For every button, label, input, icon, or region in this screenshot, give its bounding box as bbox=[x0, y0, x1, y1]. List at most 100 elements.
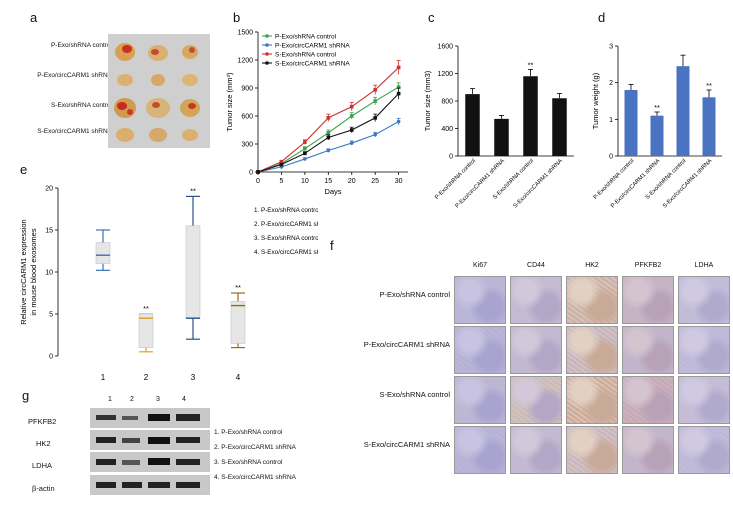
box bbox=[95, 242, 111, 264]
protein-label: PFKFB2 bbox=[28, 417, 57, 426]
ihc-image-tile bbox=[510, 376, 562, 424]
data-point bbox=[303, 140, 307, 144]
legend-label: P-Exo/shRNA control bbox=[275, 34, 337, 41]
ihc-image-tile bbox=[622, 326, 674, 374]
legend-marker bbox=[265, 61, 269, 65]
series-line bbox=[257, 86, 399, 173]
y-tick-label: 900 bbox=[241, 86, 253, 93]
y-tick-label: 300 bbox=[241, 142, 253, 149]
significance-label: ** bbox=[235, 283, 241, 292]
box bbox=[185, 225, 201, 319]
y-tick-label: 800 bbox=[441, 99, 453, 106]
y-tick-label: 0 bbox=[249, 170, 253, 177]
x-tick-label: 20 bbox=[348, 178, 356, 185]
lane-label: 3 bbox=[156, 396, 160, 403]
significance-label: ** bbox=[528, 60, 534, 69]
panel-c-letter: c bbox=[428, 10, 435, 25]
data-point bbox=[349, 141, 354, 145]
legend-marker bbox=[265, 43, 269, 47]
ihc-image-tile bbox=[566, 376, 618, 424]
tumor-row-label: P-Exo/circCARM1 shRNA bbox=[37, 72, 112, 79]
x-tick-label: 10 bbox=[301, 178, 309, 185]
ihc-row-label: S-Exo/shRNA control bbox=[379, 390, 450, 399]
bar bbox=[702, 97, 716, 156]
ihc-image-tile bbox=[566, 326, 618, 374]
y-axis-label: Tumor size (mm³) bbox=[225, 72, 234, 131]
significance-label: ** bbox=[190, 186, 196, 195]
data-point bbox=[396, 119, 401, 124]
blot-legend-item: 4. S-Exo/circCARM1 shRNA bbox=[214, 474, 296, 481]
y-tick-label: 0 bbox=[609, 154, 613, 161]
panel-a-letter: a bbox=[30, 10, 38, 25]
bar bbox=[523, 76, 538, 156]
ihc-image-tile bbox=[678, 326, 730, 374]
panel-e-letter: e bbox=[20, 162, 28, 177]
data-point bbox=[373, 116, 377, 120]
ihc-col-label: LDHA bbox=[694, 262, 714, 269]
y-tick-label: 0 bbox=[49, 354, 53, 361]
lane-label: 1 bbox=[108, 396, 112, 403]
ihc-row-label: P-Exo/circCARM1 shRNA bbox=[363, 340, 450, 349]
bar bbox=[624, 90, 638, 156]
data-point bbox=[373, 132, 377, 137]
y-tick-label: 400 bbox=[441, 126, 453, 133]
ihc-image-tile bbox=[622, 276, 674, 324]
x-tick-label: 5 bbox=[279, 178, 283, 185]
significance-label: ** bbox=[706, 81, 712, 90]
panel-d-letter: d bbox=[598, 10, 606, 25]
y-tick-label: 1600 bbox=[437, 44, 453, 51]
y-tick-label: 10 bbox=[45, 270, 53, 277]
ihc-image-tile bbox=[622, 376, 674, 424]
y-tick-label: 1200 bbox=[237, 58, 253, 65]
data-point bbox=[396, 65, 401, 70]
significance-label: ** bbox=[143, 304, 149, 313]
legend-marker bbox=[265, 52, 269, 56]
ihc-image-tile bbox=[510, 426, 562, 474]
data-point bbox=[303, 151, 307, 156]
ihc-col-label: Ki67 bbox=[472, 262, 487, 269]
tumor-photo bbox=[108, 34, 210, 148]
bar bbox=[552, 98, 567, 156]
y-tick-label: 0 bbox=[449, 154, 453, 161]
x-tick-label: 25 bbox=[371, 178, 379, 185]
data-point bbox=[326, 148, 331, 153]
protein-label: HK2 bbox=[36, 439, 51, 448]
x-tick-label: 3 bbox=[191, 373, 196, 382]
x-tick-label: S-Exo/circCARM1 shRNA bbox=[513, 158, 564, 209]
data-point bbox=[373, 88, 377, 92]
ihc-image-tile bbox=[566, 426, 618, 474]
data-point bbox=[349, 128, 354, 132]
ihc-col-label: PFKFB2 bbox=[634, 262, 662, 269]
data-point bbox=[303, 146, 307, 151]
blot-legend-item: 3. S-Exo/shRNA control bbox=[214, 459, 283, 466]
y-axis-label: Tumor weight (g) bbox=[591, 72, 600, 129]
y-tick-label: 1200 bbox=[437, 71, 453, 78]
ihc-image-tile bbox=[678, 376, 730, 424]
ihc-image-tile bbox=[622, 426, 674, 474]
lane-label: 2 bbox=[130, 396, 134, 403]
ihc-image-tile bbox=[510, 276, 562, 324]
y-tick-label: 600 bbox=[241, 114, 253, 121]
data-point bbox=[373, 99, 377, 103]
y-tick-label: 3 bbox=[609, 44, 613, 51]
ihc-image-tile bbox=[678, 426, 730, 474]
legend-label: S-Exo/shRNA control bbox=[275, 52, 337, 59]
lane-label: 4 bbox=[182, 396, 186, 403]
ihc-grid: Ki67 CD44 HK2 PFKFB2 LDHA P-Exo/shRNA co… bbox=[340, 262, 730, 502]
significance-label: ** bbox=[654, 103, 660, 112]
bar bbox=[494, 118, 509, 156]
protein-label: LDHA bbox=[32, 461, 53, 470]
data-point bbox=[349, 114, 354, 118]
ihc-image-tile bbox=[454, 326, 506, 374]
data-point bbox=[279, 159, 284, 164]
ihc-col-label: CD44 bbox=[527, 262, 545, 269]
circcarm1-box-plot: 0 5 10 15 20 Relative circCARM1 expression in … bbox=[19, 186, 318, 383]
x-tick-label: 4 bbox=[236, 373, 241, 382]
ihc-image-tile bbox=[510, 326, 562, 374]
x-tick-label: 1 bbox=[101, 373, 106, 382]
box bbox=[138, 313, 154, 348]
y-tick-label: 1500 bbox=[237, 30, 253, 37]
x-tick-label: 2 bbox=[144, 373, 149, 382]
legend-label: 4. S-Exo/circCARM1 shRNA bbox=[254, 249, 318, 256]
